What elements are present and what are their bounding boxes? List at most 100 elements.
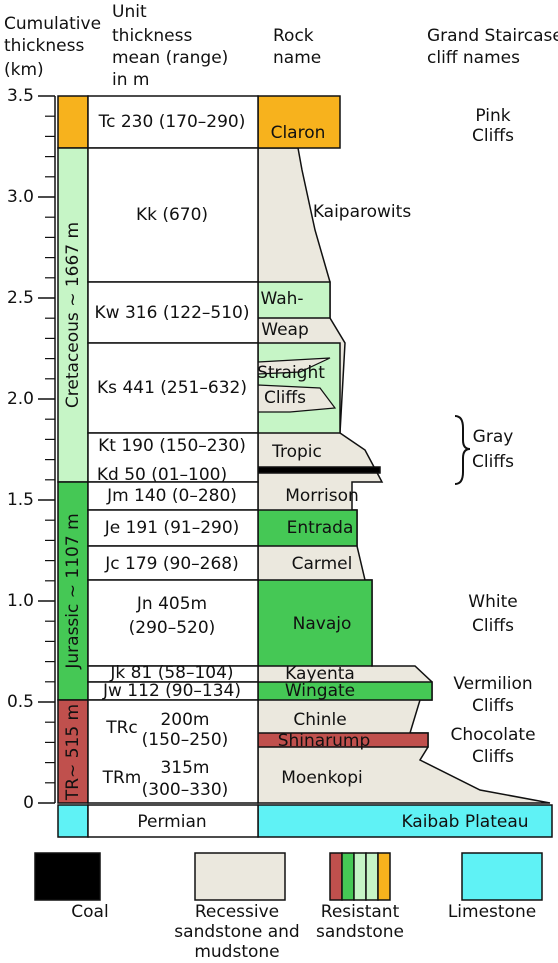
unit-cell bbox=[87, 545, 259, 581]
cliff-name: Pink bbox=[475, 106, 510, 126]
rock-name: Cliffs bbox=[264, 388, 306, 408]
unit-label: Jc 179 (90–268) bbox=[104, 554, 238, 574]
resistant-layer bbox=[257, 579, 373, 667]
legend-label: sandstone and bbox=[174, 922, 299, 942]
unit-cell bbox=[87, 699, 259, 804]
rock-name: Straight bbox=[257, 363, 325, 383]
rock-name: Carmel bbox=[292, 554, 353, 574]
cliff-name: Cliffs bbox=[472, 126, 514, 146]
unit-label: Je 191 (91–290) bbox=[104, 518, 240, 538]
unit-cell bbox=[87, 95, 259, 149]
cliff-name: Vermilion bbox=[453, 674, 532, 694]
legend-swatch bbox=[194, 852, 286, 901]
legend-label: mudstone bbox=[194, 942, 279, 962]
column-header: Rock bbox=[273, 26, 314, 46]
period-label: TR~ 515 m bbox=[63, 704, 83, 801]
legend-label: Coal bbox=[71, 902, 108, 922]
unit-label: Kd 50 (01–100) bbox=[97, 465, 227, 485]
legend-swatch bbox=[377, 852, 391, 901]
period-label: Jurassic ~ 1107 m bbox=[63, 513, 83, 669]
unit-symbol: TRc bbox=[105, 718, 138, 738]
rock-name: Moenkopi bbox=[281, 768, 362, 788]
coal-layer bbox=[257, 466, 381, 474]
column-header: thickness bbox=[112, 26, 192, 46]
tick-label: 1.0 bbox=[7, 591, 34, 611]
unit-label: Jk 81 (58–104) bbox=[109, 663, 233, 683]
legend-swatch bbox=[353, 852, 367, 901]
legend-swatch bbox=[329, 852, 343, 901]
limestone-layer bbox=[257, 804, 553, 838]
tick-label: 0.5 bbox=[7, 692, 34, 712]
rock-name: Wingate bbox=[285, 681, 355, 701]
cliff-name: Cliffs bbox=[472, 747, 514, 767]
legend-label: Limestone bbox=[448, 902, 536, 922]
tick-label: 2.5 bbox=[7, 288, 34, 308]
column-header: (km) bbox=[4, 60, 44, 80]
unit-label: (290–520) bbox=[129, 618, 216, 638]
rock-name: Weap bbox=[261, 320, 308, 340]
unit-label: Tc 230 (170–290) bbox=[98, 112, 246, 132]
period-label: Cretaceous ~ 1667 m bbox=[63, 222, 83, 408]
rock-name: Entrada bbox=[287, 518, 354, 538]
unit-label: 315m bbox=[160, 758, 209, 778]
cliff-name: Cliffs bbox=[472, 616, 514, 636]
rock-name: Shinarump bbox=[278, 731, 371, 751]
unit-label: Permian bbox=[137, 812, 206, 832]
cliff-name: White bbox=[468, 592, 517, 612]
rock-name: Kaibab Plateau bbox=[401, 812, 528, 832]
unit-label: Kw 316 (122–510) bbox=[95, 303, 250, 323]
rock-name: Navajo bbox=[293, 614, 352, 634]
column-header: Unit bbox=[112, 2, 147, 22]
unit-label: (300–330) bbox=[142, 780, 229, 800]
legend-swatch bbox=[341, 852, 355, 901]
unit-cell bbox=[87, 342, 259, 434]
resistant-layer bbox=[257, 281, 331, 319]
unit-cell bbox=[87, 432, 259, 483]
unit-cell bbox=[87, 579, 259, 667]
rock-name: Claron bbox=[271, 123, 326, 143]
cliff-name: Chocolate bbox=[450, 725, 535, 745]
resistant-layer bbox=[257, 509, 358, 547]
column-header: Cumulative bbox=[4, 14, 101, 34]
unit-label: Jn 405m bbox=[136, 594, 207, 614]
unit-label: Ks 441 (251–632) bbox=[97, 378, 247, 398]
period-bar bbox=[57, 804, 89, 838]
unit-cell bbox=[87, 804, 259, 838]
rock-name: Wah- bbox=[260, 289, 303, 309]
cliff-name: Cliffs bbox=[472, 452, 514, 472]
cliff-name: Gray bbox=[473, 427, 514, 447]
brace bbox=[454, 415, 471, 485]
cliff-name: Cliffs bbox=[472, 696, 514, 716]
rock-name: Chinle bbox=[293, 710, 346, 730]
column-header: Grand Staircase bbox=[427, 26, 558, 46]
rock-name: Kayenta bbox=[285, 664, 355, 684]
legend-label: Resistant bbox=[321, 902, 400, 922]
tick-label: 3.5 bbox=[7, 86, 34, 106]
rock-name: Kaiparowits bbox=[313, 202, 412, 222]
legend-swatch bbox=[461, 852, 543, 901]
unit-label: Jm 140 (0–280) bbox=[106, 486, 237, 506]
legend-swatch bbox=[365, 852, 379, 901]
tick-label: 2.0 bbox=[7, 389, 34, 409]
unit-cell bbox=[87, 147, 259, 283]
column-header: name bbox=[273, 48, 321, 68]
tick-label: 0 bbox=[23, 793, 34, 813]
column-header: thickness bbox=[4, 36, 84, 56]
rock-name: Tropic bbox=[271, 442, 322, 462]
tick-label: 1.5 bbox=[7, 490, 34, 510]
legend-label: Recessive bbox=[195, 902, 279, 922]
unit-label: 200m bbox=[160, 710, 209, 730]
column-header: mean (range) bbox=[112, 48, 228, 68]
unit-symbol: TRm bbox=[102, 768, 142, 788]
unit-label: (150–250) bbox=[142, 730, 229, 750]
column-header: cliff names bbox=[427, 48, 520, 68]
resistant-layer bbox=[257, 95, 341, 149]
column-header: in m bbox=[112, 70, 149, 90]
unit-label: Kt 190 (150–230) bbox=[98, 436, 246, 456]
tick-label: 3.0 bbox=[7, 187, 34, 207]
unit-cell bbox=[87, 509, 259, 547]
period-bar bbox=[57, 95, 89, 149]
period-bar bbox=[57, 147, 89, 483]
legend-swatch bbox=[34, 852, 101, 901]
